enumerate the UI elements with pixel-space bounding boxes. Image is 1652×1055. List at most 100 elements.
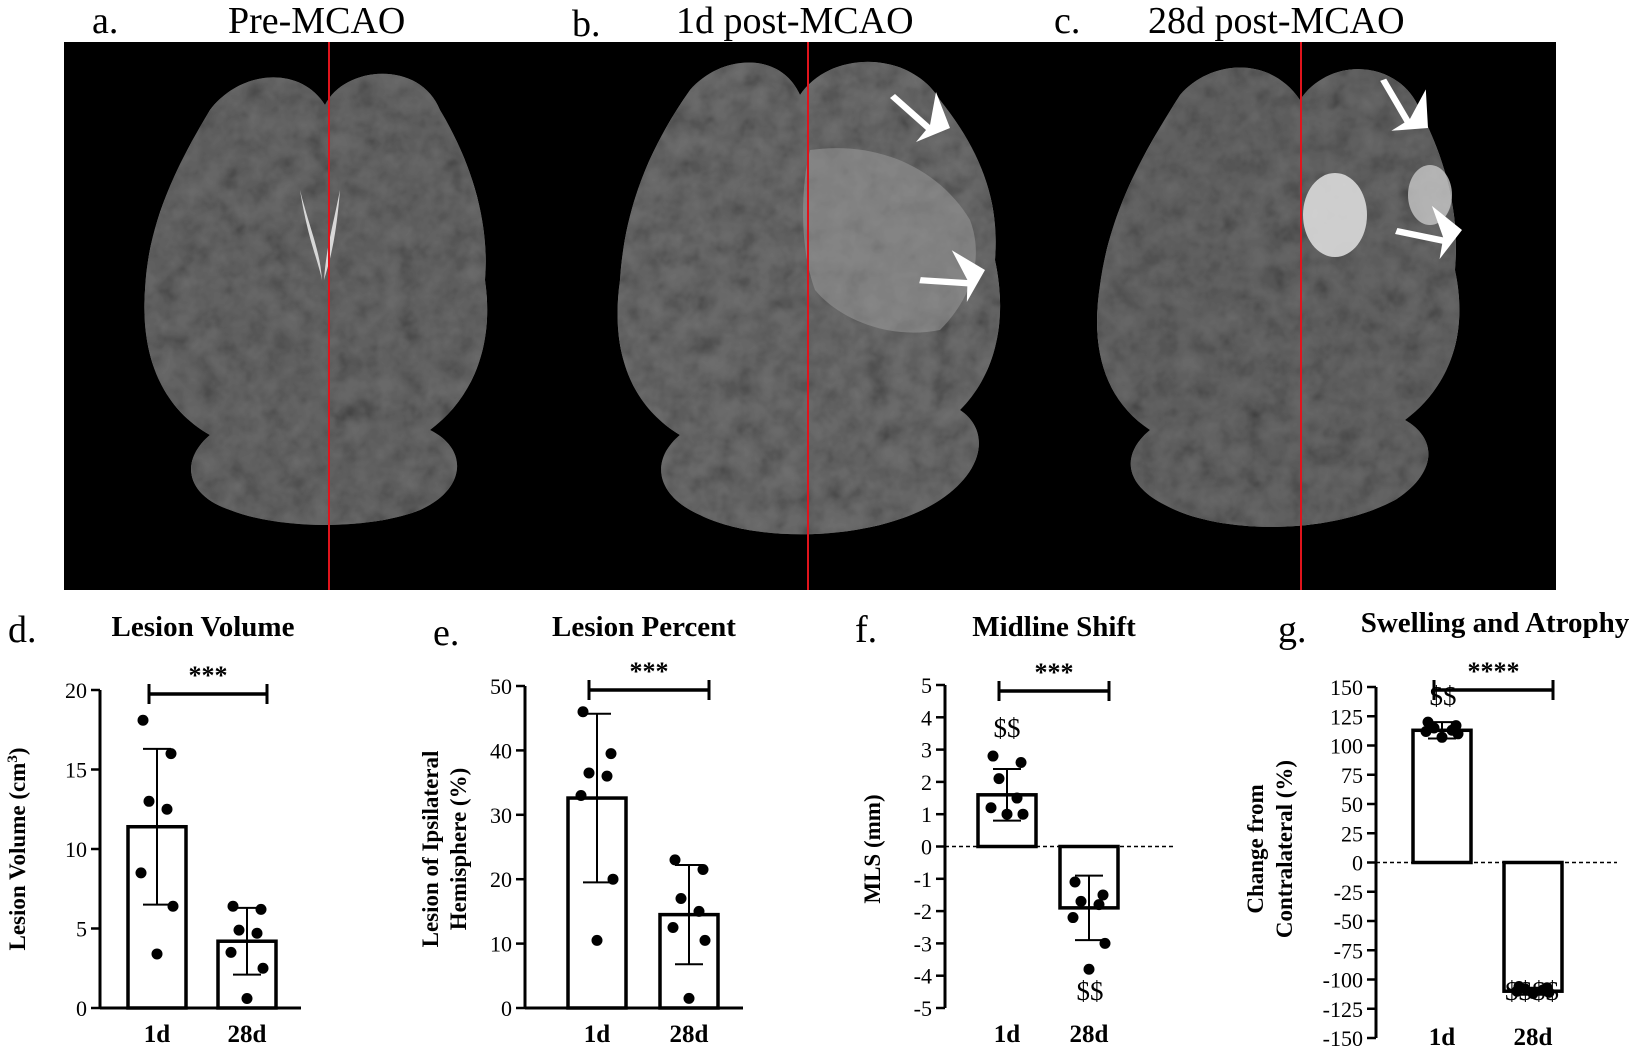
data-point	[225, 946, 237, 958]
mri-panel-a	[144, 42, 488, 590]
data-point	[1527, 988, 1539, 1000]
brain-slice-c	[1097, 67, 1460, 527]
data-point	[987, 750, 999, 762]
chart-lesion-volume: d. Lesion Volume 0 5 10 15 20 1d 28d *** Lesion Vo…	[5, 609, 301, 1048]
panel-c-title: 28d post-MCAO	[1148, 0, 1405, 42]
chart-title: Swelling and Atrophy	[1361, 607, 1630, 639]
y-tick-label: -125	[1323, 997, 1363, 1022]
significance-stars: ****	[1468, 657, 1520, 686]
y-axis-label: Change from	[1243, 784, 1268, 913]
data-point	[993, 773, 1005, 785]
data-point	[985, 802, 997, 814]
y-tick-label: -50	[1334, 909, 1363, 934]
category-label: 28d	[1070, 1021, 1109, 1048]
y-tick-label: -4	[914, 964, 932, 989]
y-tick-label: 0	[501, 996, 512, 1021]
y-axis-label-end: )	[5, 747, 30, 755]
y-axis-label-text: MLS (mm)	[860, 794, 885, 903]
bar-28d	[1502, 860, 1564, 993]
data-point	[143, 795, 155, 807]
y-tick-label: -75	[1334, 938, 1363, 963]
y-axis-label-sup: 3	[5, 755, 21, 763]
data-point	[167, 900, 179, 912]
data-point	[1001, 808, 1013, 820]
data-point	[151, 948, 163, 960]
y-tick-label: -3	[914, 931, 932, 956]
y-tick-label: 4	[921, 705, 932, 730]
data-point	[137, 714, 149, 726]
category-label: 1d	[584, 1021, 611, 1048]
data-point	[591, 934, 603, 946]
data-point	[1511, 985, 1523, 997]
data-point	[1083, 963, 1095, 975]
y-tick-label: 50	[1341, 792, 1363, 817]
data-point	[697, 864, 709, 876]
y-tick-label: 15	[65, 758, 87, 783]
data-point	[1097, 889, 1109, 901]
y-tick-label: 0	[1352, 851, 1363, 876]
panel-letter: d.	[8, 609, 37, 651]
data-point	[1099, 937, 1111, 949]
data-point	[255, 903, 267, 915]
y-tick-label: 50	[490, 674, 512, 699]
y-tick-label: 20	[65, 678, 87, 703]
y-tick-label: 10	[65, 837, 87, 862]
category-label: 1d	[144, 1021, 171, 1048]
y-tick-label: -2	[914, 899, 932, 924]
data-point	[575, 789, 587, 801]
y-tick-label: 3	[921, 738, 932, 763]
data-point	[1436, 731, 1448, 743]
data-point	[1452, 728, 1464, 740]
y-tick-label: 10	[490, 932, 512, 957]
significance-annotation: $$	[1430, 681, 1457, 711]
data-point	[667, 922, 679, 933]
panel-a-letter: a.	[92, 0, 118, 42]
panel-letter: g.	[1278, 609, 1307, 651]
data-point	[161, 803, 173, 815]
panel-a-title: Pre-MCAO	[228, 0, 405, 42]
data-point	[577, 706, 589, 718]
y-tick-label: 5	[921, 673, 932, 698]
y-tick-label: 1	[921, 802, 932, 827]
category-label: 1d	[994, 1021, 1021, 1048]
significance-annotation: $$	[1077, 976, 1104, 1006]
data-point	[1075, 895, 1087, 907]
chart-title: Lesion Volume	[112, 611, 295, 643]
y-axis-label: Lesion Volume (cm3)	[5, 747, 30, 950]
mri-panel-c	[1097, 42, 1469, 590]
data-point	[165, 748, 177, 760]
chart-swelling-atrophy: g. Swelling and Atrophy 150 125 100 75 50 25 0 -2…	[1243, 607, 1630, 1051]
y-tick-label: 125	[1330, 704, 1363, 729]
category-label: 1d	[1429, 1024, 1456, 1051]
category-label: 28d	[228, 1021, 267, 1048]
data-point	[227, 900, 239, 912]
atrophy-cavity-c	[1303, 173, 1367, 257]
y-tick-label: -150	[1323, 1026, 1363, 1051]
data-point	[1067, 912, 1079, 924]
data-point	[669, 854, 681, 866]
y-tick-label: 25	[1341, 821, 1363, 846]
y-tick-label: -100	[1323, 968, 1363, 993]
y-tick-label: 0	[921, 835, 932, 860]
significance-annotation: $$	[994, 713, 1021, 743]
significance-stars: ***	[630, 657, 669, 686]
data-point	[699, 934, 711, 946]
data-point	[257, 962, 269, 974]
atrophy-rim-c	[1408, 165, 1452, 225]
data-point	[241, 992, 253, 1004]
y-tick-label: -1	[914, 867, 932, 892]
data-point	[1420, 725, 1432, 737]
y-tick-label: 100	[1330, 734, 1363, 759]
data-point	[675, 893, 687, 905]
chart-title: Midline Shift	[972, 611, 1136, 643]
y-tick-label: 30	[490, 803, 512, 828]
data-point	[1017, 808, 1029, 820]
y-axis-label: MLS (mm)	[860, 794, 885, 903]
panel-letter: f.	[855, 609, 877, 651]
panel-letter: e.	[433, 612, 459, 654]
y-axis-label-line2: Hemisphere (%)	[446, 768, 471, 930]
mri-panel-b	[617, 42, 1001, 590]
data-point	[1015, 757, 1027, 769]
y-tick-label: 150	[1330, 675, 1363, 700]
